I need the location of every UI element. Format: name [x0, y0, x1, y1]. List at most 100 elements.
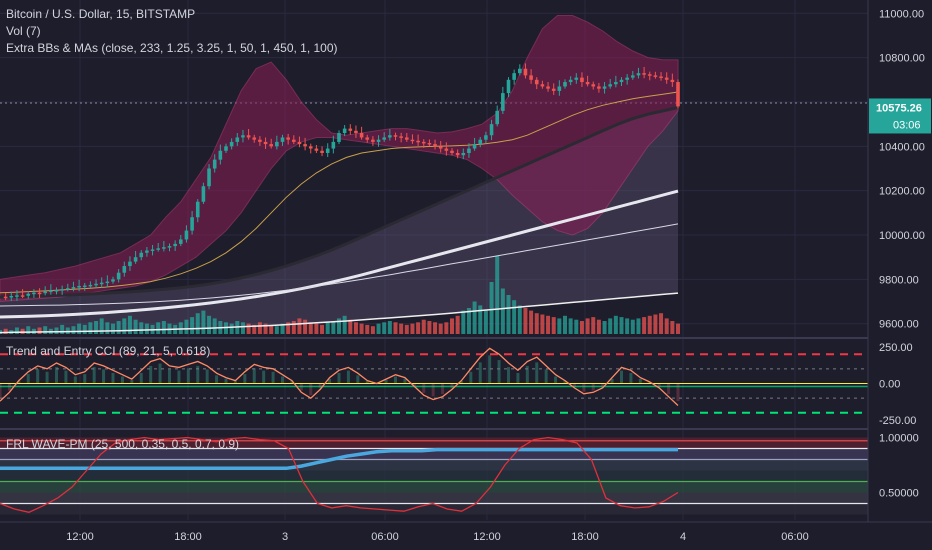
time-tick-label: 06:00 [781, 531, 809, 543]
volume-bar [161, 321, 166, 334]
volume-bar [478, 305, 483, 334]
volume-bar [65, 327, 70, 334]
volume-bar [133, 319, 138, 334]
candle-body [162, 247, 166, 249]
cci-panel [0, 337, 932, 414]
bollinger-band-fill [0, 15, 679, 303]
volume-bar [410, 323, 415, 334]
volume-bar [14, 327, 19, 334]
indicator-bbs-label[interactable]: Extra BBs & MAs (close, 233, 1.25, 3.25,… [6, 41, 338, 55]
volume-bar [517, 305, 522, 334]
candle-body [190, 217, 194, 231]
candle-body [636, 73, 641, 76]
candle-body [540, 84, 545, 87]
volume-bar [416, 322, 421, 334]
volume-bar [370, 326, 375, 334]
volume-bar [472, 301, 477, 334]
volume-bar [257, 322, 262, 334]
time-axis[interactable]: 12:00 18:00 3 06:00 12:00 18:00 4 06:00 [0, 521, 932, 550]
volume-bar [523, 308, 528, 334]
volume-bar [54, 327, 59, 334]
candle-body [252, 137, 257, 140]
candle-body [3, 296, 8, 299]
volume-bar [116, 321, 121, 334]
price-axis[interactable]: 11000.0010800.0010600.0010400.0010200.00… [867, 0, 932, 550]
volume-bar [37, 327, 42, 334]
volume-bar [455, 315, 460, 334]
candle-body [608, 84, 612, 87]
frl-title[interactable]: FRL WAVE-PM (25, 500, 0.35, 0.5, 0.7, 0.… [6, 437, 239, 451]
volume-bar [331, 321, 336, 334]
candle-body [263, 141, 268, 145]
price-tick-label: 9600.00 [879, 319, 919, 331]
price-tick-label: 9800.00 [879, 274, 919, 286]
candle-body [365, 137, 370, 140]
candle-body [676, 82, 680, 107]
volume-bar [376, 323, 381, 334]
candle-body [184, 230, 189, 240]
candle-body [280, 137, 285, 142]
price-tick-label: 11000.00 [879, 8, 924, 20]
volume-bar [20, 328, 25, 334]
volume-bar [625, 318, 630, 334]
volume-bar [574, 319, 579, 334]
candle-body [647, 74, 652, 76]
volume-bar [353, 322, 358, 334]
candle-body [410, 139, 415, 142]
volume-bar [337, 318, 341, 334]
volume-bar [427, 321, 432, 334]
ma-100-line [0, 223, 679, 307]
time-tick-label: 06:00 [371, 531, 399, 543]
candle-body [489, 124, 494, 136]
volume-bar [393, 322, 398, 334]
candle-body [258, 139, 262, 142]
candle-body [461, 152, 466, 156]
candle-body [128, 261, 132, 267]
volume-bar [433, 322, 438, 334]
candle-body [534, 79, 539, 85]
time-axis-background [0, 522, 932, 550]
price-tick-label: 10400.00 [879, 141, 925, 153]
candle-body [506, 79, 511, 94]
last-price-label: 10575.26 [876, 102, 922, 114]
volume-bar [94, 321, 99, 334]
candle-body [201, 186, 206, 202]
candle-body [99, 282, 104, 285]
time-tick-label: 18:00 [174, 531, 202, 543]
volume-bar [303, 319, 308, 334]
outer-band-fill [0, 107, 678, 333]
volume-bar [252, 324, 257, 334]
candle-body [207, 168, 211, 187]
candle-body [94, 283, 98, 286]
candle-body [614, 82, 618, 85]
candle-body [275, 141, 279, 147]
candle-body [54, 289, 59, 292]
cci-title[interactable]: Trend and Entry CCI (89, 21, 5, 0.618) [6, 344, 211, 358]
frl-tick-label: 1.00000 [879, 433, 919, 445]
volume-bar [579, 321, 584, 334]
frl-zone [0, 459, 868, 471]
volume-bar [359, 323, 364, 334]
candle-body [20, 295, 25, 297]
lower-band-line [0, 292, 679, 334]
volume-bar [653, 314, 658, 334]
volume-bar [483, 310, 488, 334]
volume-bar [99, 318, 104, 334]
candle-body [523, 68, 528, 76]
cci-tick-label: 250.00 [879, 342, 913, 354]
candle-body [438, 146, 443, 149]
frl-zone [0, 503, 868, 515]
indicator-vol-label[interactable]: Vol (7) [6, 24, 41, 38]
volume-bar [105, 322, 110, 334]
candle-body [195, 201, 200, 218]
ma-233-line [0, 106, 679, 299]
volume-bar [534, 313, 539, 334]
symbol-title[interactable]: Bitcoin / U.S. Dollar, 15, BITSTAMP [6, 7, 196, 21]
volume-bar [184, 319, 189, 334]
volume-bar [540, 314, 545, 334]
volume-bar [212, 318, 217, 334]
candle-body [303, 144, 307, 147]
volume-bar [642, 317, 647, 334]
volume-bar [3, 328, 8, 334]
